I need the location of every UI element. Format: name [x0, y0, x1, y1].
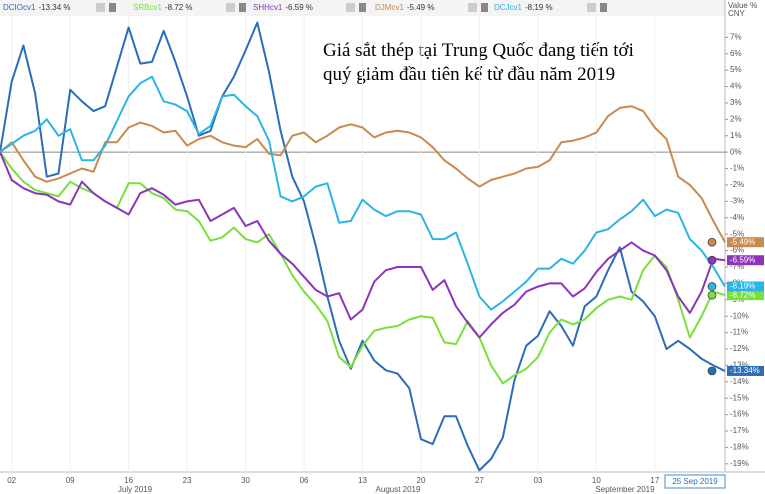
date-badge-box — [664, 474, 726, 489]
series-line — [0, 151, 726, 385]
y-tick-label: 6% — [730, 49, 742, 58]
grid — [0, 16, 725, 472]
series-line — [0, 21, 726, 472]
y-tick-label: 0% — [730, 147, 742, 156]
period-label: July 2019 — [118, 485, 153, 494]
legend-name[interactable]: SHHcv1 — [253, 3, 283, 12]
y-tick-label: -3% — [730, 196, 744, 205]
legend-delete[interactable] — [359, 3, 366, 12]
legend-delete[interactable] — [600, 3, 607, 12]
legend-dropdown[interactable] — [587, 3, 596, 12]
y-tick-label: -12% — [730, 344, 749, 353]
y-tick-label: -2% — [730, 180, 744, 189]
y-tick-label: -10% — [730, 311, 749, 320]
y-tick-label: -5% — [730, 229, 744, 238]
end-label: -8.72% — [730, 290, 755, 299]
y-tick-label: 2% — [730, 114, 742, 123]
y-tick-label: -18% — [730, 443, 749, 452]
annotation: Giá sắt thép tại Trung Quốc đang tiến tớ… — [323, 40, 634, 61]
y-tick-label: 1% — [730, 131, 742, 140]
end-badge — [727, 365, 764, 376]
end-marker — [707, 237, 717, 247]
x-tick-label: 20 — [417, 476, 426, 485]
x-tick-label: 09 — [66, 476, 75, 485]
legend-name[interactable]: DCIOcv1 — [3, 3, 36, 12]
legend-name[interactable]: DCJcv1 — [494, 3, 523, 12]
series-line — [0, 75, 726, 311]
period-label: September 2019 — [595, 485, 655, 494]
legend-name[interactable]: SRBcv1 — [133, 3, 162, 12]
y-tick-label: 4% — [730, 82, 742, 91]
x-tick-label: 13 — [358, 476, 367, 485]
legend-value: -6.59 % — [285, 3, 313, 12]
y-tick-label: 5% — [730, 65, 742, 74]
series-line — [0, 105, 726, 243]
end-label: -13.34% — [730, 366, 760, 375]
annotation: quý giảm đầu tiên kể từ đầu năm 2019 — [323, 64, 615, 85]
y-tick-label: -1% — [730, 164, 744, 173]
end-badge — [727, 255, 764, 266]
end-marker — [707, 366, 717, 376]
x-tick-label: 16 — [124, 476, 133, 485]
end-badge — [727, 237, 764, 248]
legend-delete[interactable] — [481, 3, 488, 12]
legend-delete[interactable] — [239, 3, 246, 12]
end-label: -5.49% — [730, 237, 755, 246]
legend-dropdown[interactable] — [468, 3, 477, 12]
y-tick-label: 7% — [730, 32, 742, 41]
y-tick-label: -14% — [730, 377, 749, 386]
y-tick-label: -17% — [730, 426, 749, 435]
y-tick-label: -16% — [730, 410, 749, 419]
y-tick-label: 3% — [730, 98, 742, 107]
end-label: -6.59% — [730, 255, 755, 264]
y-tick-label: -6% — [730, 246, 744, 255]
legend-delete[interactable] — [109, 3, 116, 12]
end-label: -8.19% — [730, 282, 755, 291]
end-marker — [707, 282, 717, 291]
x-tick-label: 03 — [533, 476, 542, 485]
axis-header: CNY — [728, 9, 746, 18]
x-tick-label: 02 — [7, 476, 16, 485]
end-marker — [707, 255, 717, 265]
legend-name[interactable]: DJMcv1 — [375, 3, 404, 12]
y-tick-label: -15% — [730, 393, 749, 402]
legend-dropdown[interactable] — [346, 3, 355, 12]
y-tick-label: -13% — [730, 360, 749, 369]
y-tick-label: -4% — [730, 213, 744, 222]
date-badge: 25 Sep 2019 — [672, 477, 718, 486]
y-tick-label: -19% — [730, 459, 749, 468]
x-tick-label: 30 — [241, 476, 250, 485]
period-label: August 2019 — [376, 485, 421, 494]
end-marker — [707, 290, 717, 300]
end-badge — [727, 281, 764, 292]
legend-value: -8.19 % — [525, 3, 553, 12]
y-tick-label: -11% — [730, 328, 748, 337]
legend-value: -5.49 % — [407, 3, 435, 12]
legend-value: -13.34 % — [38, 3, 70, 12]
x-tick-label: 17 — [650, 476, 659, 485]
legend-dropdown[interactable] — [226, 3, 235, 12]
axis-header: Value % — [728, 1, 757, 10]
x-tick-label: 10 — [592, 476, 601, 485]
x-tick-label: 23 — [183, 476, 192, 485]
x-tick-label: 27 — [475, 476, 484, 485]
legend-dropdown[interactable] — [96, 3, 105, 12]
end-badge — [727, 290, 764, 301]
series-line — [0, 151, 726, 339]
x-tick-label: 06 — [300, 476, 309, 485]
legend-value: -8.72 % — [165, 3, 193, 12]
y-tick-label: -7% — [730, 262, 744, 271]
